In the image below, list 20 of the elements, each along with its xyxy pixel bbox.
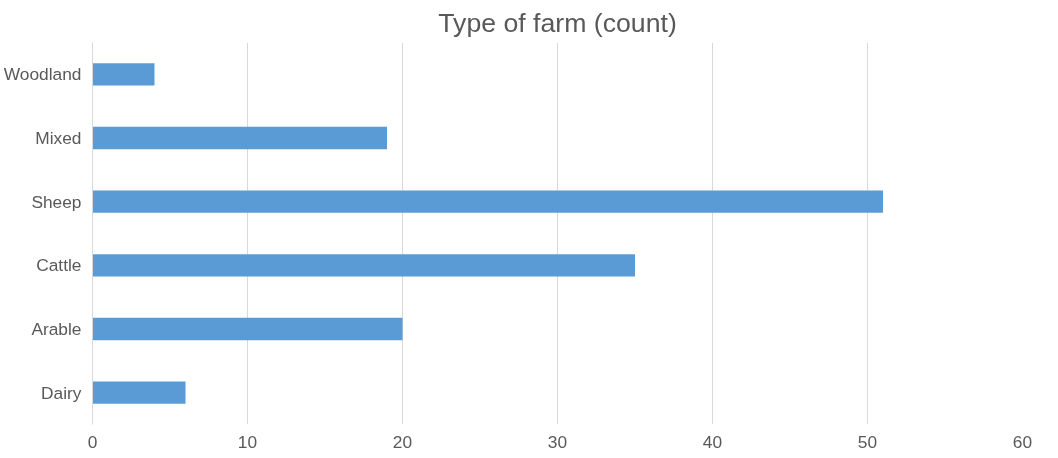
chart-title: Type of farm (count) (438, 7, 677, 38)
y-tick-label: Cattle (36, 255, 82, 276)
y-tick-label: Sheep (31, 191, 82, 212)
bar (92, 190, 883, 213)
x-tick-label: 50 (857, 431, 878, 452)
y-tick-label: Woodland (3, 64, 82, 85)
bar (92, 63, 155, 86)
bar (92, 317, 403, 341)
x-tick-label: 40 (702, 431, 723, 452)
x-tick-label: 0 (87, 431, 98, 452)
y-tick-label: Dairy (41, 382, 82, 403)
y-tick-label: Arable (31, 319, 82, 339)
x-tick-label: 20 (392, 431, 413, 452)
x-tick-label: 30 (547, 431, 568, 452)
bar (92, 254, 635, 277)
bar (92, 381, 186, 404)
x-tick-label: 60 (1012, 431, 1033, 452)
bar (92, 126, 387, 150)
y-tick-label: Mixed (35, 128, 82, 148)
x-tick-label: 10 (237, 431, 258, 452)
